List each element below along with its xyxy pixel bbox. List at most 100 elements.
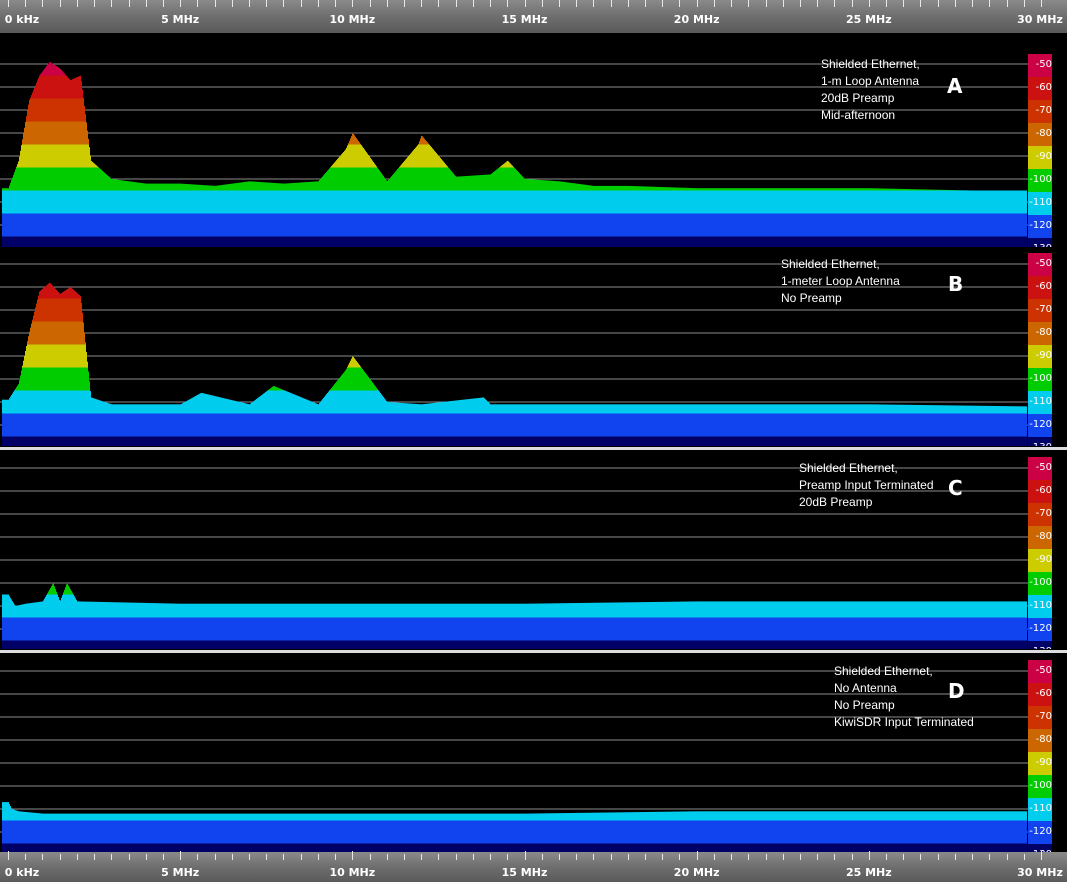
spectrum-bin	[502, 190, 503, 214]
spectrum-bin	[59, 390, 60, 414]
spectrum-bin	[944, 190, 945, 214]
spectrum-bin	[665, 187, 666, 191]
spectrum-bin	[345, 213, 346, 237]
spectrum-bin	[519, 173, 520, 191]
spectrum-bin	[593, 236, 594, 247]
spectrum-bin	[728, 190, 729, 214]
spectrum-bin	[392, 175, 393, 191]
spectrum-bin	[470, 213, 471, 237]
spectrum-bin	[356, 138, 357, 145]
spectrum-bin	[212, 190, 213, 214]
spectrum-bin	[412, 236, 413, 247]
spectrum-bin	[516, 190, 517, 214]
spectrum-bin	[979, 236, 980, 247]
spectrum-bin	[384, 190, 385, 214]
spectrum-bin	[441, 213, 442, 237]
spectrum-bin	[235, 213, 236, 237]
spectrum-bin	[59, 436, 60, 446]
spectrum-bin	[578, 213, 579, 237]
frequency-tick	[576, 0, 578, 7]
spectrum-bin	[794, 188, 795, 191]
spectrum-bin	[992, 190, 993, 214]
spectrum-bin	[775, 190, 776, 214]
spectrum-bin	[157, 183, 158, 191]
spectrum-bin	[576, 213, 577, 237]
spectrum-bin	[66, 121, 67, 145]
spectrum-bin	[20, 390, 21, 414]
spectrum-bin	[82, 89, 83, 99]
spectrum-bin	[356, 190, 357, 214]
spectrum-bin	[79, 76, 80, 99]
spectrum-bin	[918, 190, 919, 214]
spectrum-bin	[688, 187, 689, 191]
spectrum-bin	[277, 213, 278, 237]
spectrum-bin	[440, 157, 441, 168]
spectrum-bin	[645, 190, 646, 214]
spectrum-bin	[366, 236, 367, 247]
spectrum-bin	[265, 182, 266, 191]
spectrum-bin	[618, 190, 619, 214]
spectrum-bin	[1018, 190, 1019, 214]
spectrum-bin	[779, 213, 780, 237]
spectrum-bin	[43, 167, 44, 191]
spectrum-bin	[205, 213, 206, 237]
spectrum-bin	[190, 184, 191, 191]
spectrum-bin	[455, 236, 456, 247]
spectrum-bin	[423, 167, 424, 191]
spectrum-bin	[535, 179, 536, 191]
spectrum-bin	[63, 213, 64, 237]
spectrum-bin	[203, 190, 204, 214]
spectrum-bin	[356, 236, 357, 247]
spectrum-bin	[915, 236, 916, 247]
spectrum-bin	[53, 321, 54, 345]
spectrum-bin	[455, 190, 456, 214]
spectrum-bin	[81, 190, 82, 214]
spectrum-bin	[854, 213, 855, 237]
spectrum-bin	[815, 236, 816, 247]
spectrum-bin	[883, 190, 884, 214]
spectrum-bin	[719, 213, 720, 237]
spectrum-bin	[660, 186, 661, 191]
spectrum-bin	[139, 190, 140, 214]
spectrum-bin	[36, 303, 37, 322]
spectrum-bin	[296, 213, 297, 237]
spectrum-bin	[538, 213, 539, 237]
spectrum-bin	[840, 188, 841, 191]
spectrum-bin	[994, 190, 995, 214]
spectrum-bin	[430, 167, 431, 191]
spectrum-bin	[600, 236, 601, 247]
spectrum-bin	[834, 236, 835, 247]
spectrum-bin	[838, 236, 839, 247]
spectrum-bin	[33, 213, 34, 237]
spectrum-bin	[724, 190, 725, 214]
spectrum-bin	[23, 213, 24, 237]
spectrum-bin	[43, 367, 44, 391]
spectrum-bin	[911, 213, 912, 237]
spectrum-bin	[51, 75, 52, 99]
spectrum-bin	[529, 236, 530, 247]
spectrum-bin	[90, 155, 91, 168]
spectrum-bin	[51, 321, 52, 345]
spectrum-bin	[909, 190, 910, 214]
spectrum-bin	[800, 190, 801, 214]
spectrum-bin	[272, 236, 273, 247]
spectrum-bin	[761, 213, 762, 237]
spectrum-bin	[289, 213, 290, 237]
spectrum-bin	[578, 183, 579, 191]
spectrum-bin	[107, 175, 108, 191]
spectrum-bin	[433, 190, 434, 214]
spectrum-bin	[43, 70, 44, 76]
spectrum-bin	[551, 213, 552, 237]
frequency-label: 20 MHz	[673, 13, 720, 26]
spectrum-bin	[602, 236, 603, 247]
spectrum-bin	[18, 413, 19, 437]
spectrum-bin	[284, 213, 285, 237]
spectrum-bin	[888, 188, 889, 191]
spectrum-bin	[22, 365, 23, 368]
spectrum-bin	[41, 390, 42, 414]
spectrum-bin	[872, 213, 873, 237]
spectrum-bin	[58, 67, 59, 76]
spectrum-bin	[560, 213, 561, 237]
spectrum-bin	[148, 183, 149, 191]
spectrum-bin	[855, 236, 856, 247]
